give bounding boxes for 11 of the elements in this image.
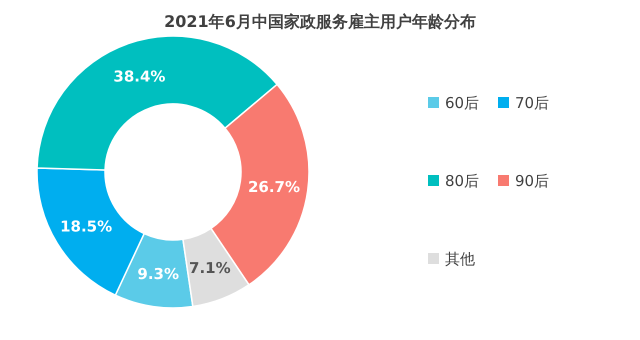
legend-label: 其他 <box>445 250 475 268</box>
data-label: 7.1% <box>189 259 231 278</box>
data-label: 38.4% <box>113 68 166 86</box>
data-label: 18.5% <box>60 217 112 236</box>
legend-label: 80后 <box>445 172 480 190</box>
legend-label: 90后 <box>515 172 550 190</box>
legend-label: 70后 <box>515 94 550 112</box>
legend-label: 60后 <box>445 94 480 112</box>
data-label: 26.7% <box>248 178 300 196</box>
chart-title: 2021年6月中国家政服务雇主用户年龄分布 <box>164 12 476 31</box>
data-label: 9.3% <box>137 264 180 283</box>
